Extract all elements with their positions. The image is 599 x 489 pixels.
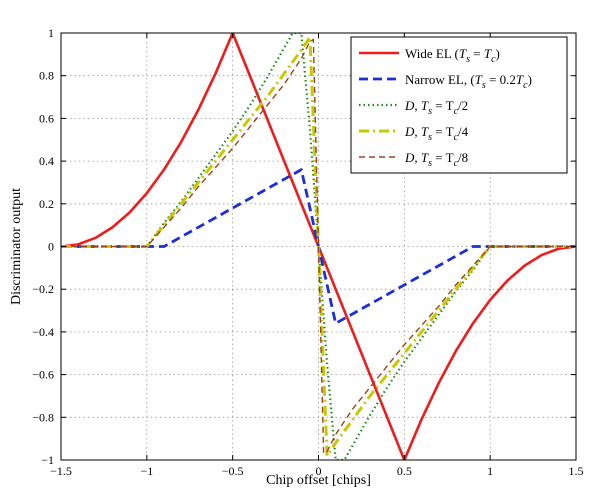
- x-tick-label: 1: [487, 464, 493, 478]
- series-line-5: [61, 38, 576, 455]
- y-tick-label: 0: [48, 240, 54, 254]
- y-tick-label: −0.6: [32, 368, 54, 382]
- axis-ticks: −1.5 −1 −0.5 0 0.5 1 1.5−1−0.8−0.6−0.4−0.200.2…: [32, 26, 583, 478]
- y-tick-label: 0.4: [39, 154, 54, 168]
- series-layer: [61, 33, 576, 460]
- legend-entry: D, Ts = Tc/2: [404, 98, 468, 117]
- legend-entry: D, Ts = Tc/8: [404, 150, 468, 169]
- y-tick-label: −0.2: [32, 282, 54, 296]
- y-tick-label: 0.2: [39, 197, 54, 211]
- y-tick-label: 0.6: [39, 111, 54, 125]
- x-tick-label: −0.5: [222, 464, 244, 478]
- legend-entry: Narrow EL, (Ts = 0.2Tc): [405, 72, 532, 91]
- legend-entry: Wide EL (Ts = Tc): [405, 46, 500, 65]
- y-tick-label: 1: [48, 26, 54, 40]
- legend-entry: D, Ts = Tc/4: [404, 124, 469, 143]
- x-tick-label: 0.5: [397, 464, 412, 478]
- x-tick-label: 0: [316, 464, 322, 478]
- y-tick-label: −1: [41, 453, 54, 467]
- legend: Wide EL (Ts = Tc) Narrow EL, (Ts = 0.2Tc)…: [350, 36, 568, 174]
- y-tick-label: 0.8: [39, 69, 54, 83]
- y-tick-label: −0.4: [32, 325, 54, 339]
- y-axis-label: Discriminator output: [9, 188, 24, 305]
- x-tick-label: −1: [140, 464, 153, 478]
- x-tick-label: −1.5: [50, 464, 72, 478]
- x-tick-label: 1.5: [569, 464, 584, 478]
- y-tick-label: −0.8: [32, 410, 54, 424]
- series-line-4: [61, 35, 576, 458]
- x-axis-label: Chip offset [chips]: [266, 473, 371, 488]
